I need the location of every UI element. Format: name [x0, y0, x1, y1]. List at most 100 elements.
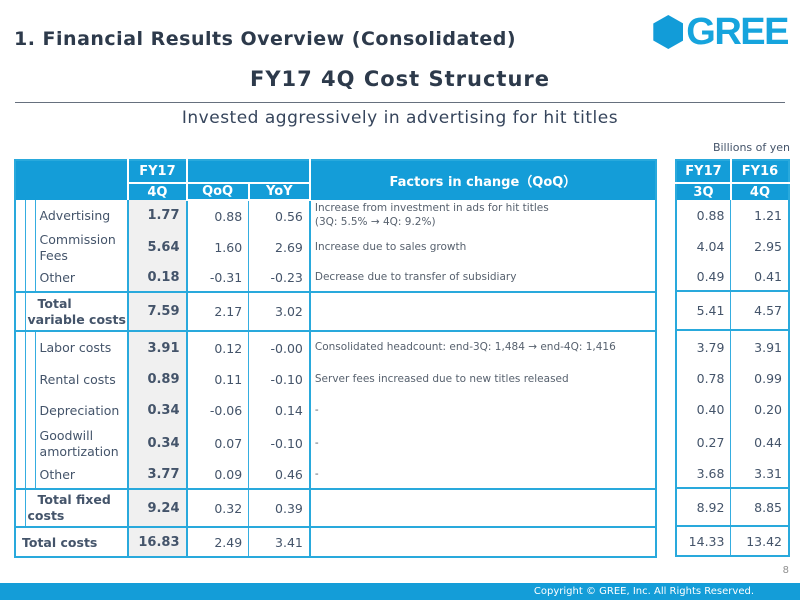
- cell-factor: [308, 291, 656, 331]
- units-label: Billions of yen: [712, 141, 790, 154]
- table-row-depreciation: Depreciation 0.34 -0.06 0.14 -: [15, 395, 656, 426]
- table-row-other-fixed: Other 3.77 0.09 0.46 -: [15, 461, 656, 489]
- cell-factor: Server fees increased due to new titles …: [308, 364, 656, 395]
- cell-qoq: -0.31: [209, 270, 243, 285]
- cell-fy17-4q: 7.59: [127, 291, 188, 331]
- table-row: 0.27 0.44: [676, 425, 789, 460]
- cell-yoy: 3.41: [248, 526, 310, 557]
- col-header-yoy: YoY: [247, 182, 311, 201]
- cell-factor: [308, 526, 656, 557]
- cell-fy16-4q: 0.41: [730, 263, 789, 291]
- cell-fy17-3q: 0.49: [696, 269, 725, 284]
- cell-fy17-3q: 8.92: [676, 487, 731, 526]
- cell-factor: -: [308, 395, 656, 426]
- cell-factor: Consolidated headcount: end-3Q: 1,484 → …: [308, 330, 656, 364]
- table-row: 14.33 13.42: [676, 525, 789, 556]
- section-title: 1. Financial Results Overview (Consolida…: [14, 28, 517, 50]
- cell-qoq: 0.11: [214, 372, 243, 387]
- cell-fy16-4q: 13.42: [730, 525, 789, 556]
- cell-fy16-4q: 0.99: [730, 363, 789, 394]
- cell-fy17-3q: 3.68: [696, 466, 725, 481]
- col-header-fy16: FY16: [730, 160, 789, 184]
- cell-fy17-4q: 1.77: [127, 200, 188, 231]
- cell-qoq: 0.07: [214, 436, 243, 451]
- cell-fy17-4q: 0.34: [127, 426, 188, 461]
- row-label: Commission Fees: [34, 231, 129, 264]
- cell-yoy: -0.00: [248, 330, 310, 364]
- cell-qoq: 2.17: [186, 291, 249, 331]
- cell-qoq: 0.12: [186, 330, 249, 364]
- row-label: Labor costs: [34, 330, 129, 364]
- table-row: 0.88 1.21: [676, 200, 789, 230]
- cell-factor: -: [308, 426, 656, 461]
- row-label: Goodwill amortization: [34, 426, 129, 461]
- cell-qoq: -0.06: [209, 403, 243, 418]
- cell-fy17-4q: 5.64: [127, 231, 188, 264]
- col-header-4q: 4Q: [127, 183, 188, 200]
- page-number: 8: [782, 565, 789, 576]
- table-row-labor-costs: Labor costs 3.91 0.12 -0.00 Consolidated…: [15, 330, 656, 364]
- cell-yoy: 0.56: [248, 200, 310, 231]
- table-row-total-fixed-costs: Total fixed costs 9.24 0.32 0.39: [15, 488, 656, 527]
- table-row: 0.49 0.41: [676, 263, 789, 291]
- cell-fy17-4q: 9.24: [127, 488, 188, 527]
- header-spacer: [186, 160, 310, 183]
- col-header-fy17: FY17: [676, 160, 732, 184]
- gree-hexagon-icon: [653, 15, 684, 49]
- cell-qoq: 0.32: [186, 488, 249, 527]
- cell-qoq: 0.88: [214, 208, 243, 224]
- table-row-total-variable-costs: Total variable costs 7.59 2.17 3.02: [15, 291, 656, 331]
- row-label: Total variable costs: [24, 291, 129, 331]
- title-divider: [15, 102, 785, 103]
- cell-fy17-3q: 0.78: [696, 371, 725, 386]
- table-row-other-variable: Other 0.18 -0.31 -0.23 Decrease due to t…: [15, 264, 656, 292]
- col-header-factors: Factors in change（QoQ）: [308, 160, 656, 200]
- cell-fy17-3q: 0.40: [696, 402, 725, 417]
- cell-fy17-4q: 3.77: [127, 461, 188, 489]
- cell-fy17-3q: 4.04: [696, 239, 725, 254]
- cell-factor: Increase from investment in ads for hit …: [308, 200, 656, 231]
- cell-fy17-3q: 0.88: [696, 207, 725, 223]
- row-label: Other: [34, 461, 129, 489]
- cell-fy17-4q: 3.91: [127, 330, 188, 364]
- cell-qoq: 0.09: [214, 467, 243, 482]
- table-row: 0.40 0.20: [676, 394, 789, 425]
- table-row-advertising: Advertising 1.77 0.88 0.56 Increase from…: [15, 200, 656, 231]
- cell-yoy: 2.69: [248, 231, 310, 264]
- cell-factor: -: [308, 461, 656, 489]
- table-row-total-costs: Total costs 16.83 2.49 3.41: [15, 526, 656, 557]
- cell-qoq: 1.60: [214, 240, 243, 255]
- table-row: 3.79 3.91: [676, 329, 789, 363]
- cell-factor: Decrease due to transfer of subsidiary: [308, 264, 656, 292]
- col-header-qoq: QoQ: [185, 182, 250, 201]
- cell-fy16-4q: 2.95: [730, 230, 789, 263]
- cell-fy16-4q: 0.20: [730, 394, 789, 425]
- table-row: 5.41 4.57: [676, 290, 789, 330]
- col-header-fy17: FY17: [127, 160, 188, 184]
- cell-fy17-4q: 0.89: [127, 364, 188, 395]
- cell-factor: Increase due to sales growth: [308, 231, 656, 264]
- row-label: Rental costs: [34, 364, 129, 395]
- row-label: Other: [34, 264, 129, 292]
- cell-fy16-4q: 0.44: [730, 425, 789, 460]
- table-row: 8.92 8.85: [676, 487, 789, 526]
- cell-fy17-3q: 14.33: [676, 525, 731, 556]
- cell-fy17-3q: 0.27: [696, 435, 725, 450]
- row-label: Advertising: [34, 200, 129, 231]
- cell-fy16-4q: 3.91: [730, 329, 789, 363]
- cell-factor: [308, 488, 656, 527]
- cell-qoq: 2.49: [186, 526, 249, 557]
- row-label: Total costs: [15, 526, 129, 557]
- cell-fy17-3q: 5.41: [676, 290, 731, 330]
- cell-yoy: -0.10: [248, 426, 310, 461]
- header-spacer: [15, 160, 129, 200]
- cell-fy16-4q: 4.57: [730, 290, 789, 330]
- cell-yoy: -0.10: [248, 364, 310, 395]
- col-header-4q: 4Q: [730, 183, 789, 200]
- cell-fy17-4q: 16.83: [127, 526, 188, 557]
- cell-fy17-4q: 0.34: [127, 395, 188, 426]
- page-title: FY17 4Q Cost Structure: [249, 67, 551, 91]
- cell-yoy: -0.23: [248, 264, 310, 292]
- table-row: 3.68 3.31: [676, 460, 789, 488]
